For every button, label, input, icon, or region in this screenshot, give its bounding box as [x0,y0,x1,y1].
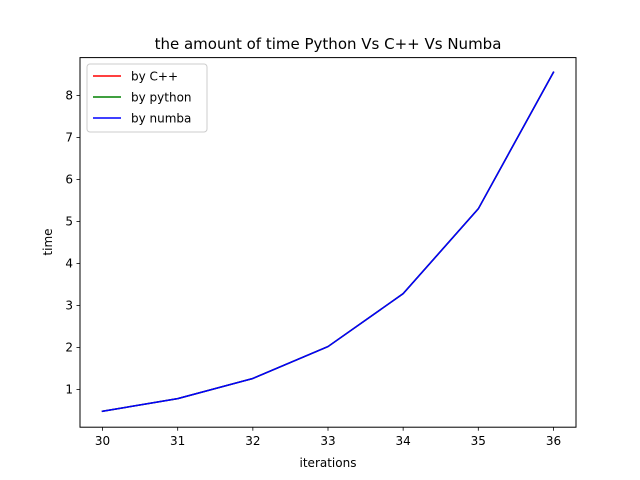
y-axis-ticks: 1 2 3 4 5 6 7 8 [65,89,80,397]
y-tick-label: 7 [65,131,73,145]
x-tick-label: 32 [245,434,260,448]
legend: by C++ by python by numba [86,63,208,133]
x-tick-label: 30 [95,434,110,448]
legend-frame [86,63,208,133]
chart-title: the amount of time Python Vs C++ Vs Numb… [155,35,502,53]
plot-lines [101,71,555,413]
x-tick-label: 36 [546,434,561,448]
x-tick-label: 35 [471,434,486,448]
x-axis-label: iterations [300,456,357,470]
legend-label-0: by C++ [131,69,178,83]
x-axis-ticks: 30 31 32 33 34 35 36 [95,427,561,448]
y-axis-label: time [41,228,55,255]
series-line-2 [101,71,555,413]
legend-label-2: by numba [131,111,191,125]
y-tick-label: 4 [65,257,73,271]
y-tick-label: 3 [65,299,73,313]
y-tick-label: 2 [65,341,73,355]
y-tick-label: 8 [65,89,73,103]
x-tick-label: 33 [320,434,335,448]
y-tick-label: 5 [65,215,73,229]
x-tick-label: 31 [170,434,185,448]
legend-label-1: by python [131,90,192,104]
y-tick-label: 6 [65,173,73,187]
x-tick-label: 34 [396,434,411,448]
y-tick-label: 1 [65,383,73,397]
